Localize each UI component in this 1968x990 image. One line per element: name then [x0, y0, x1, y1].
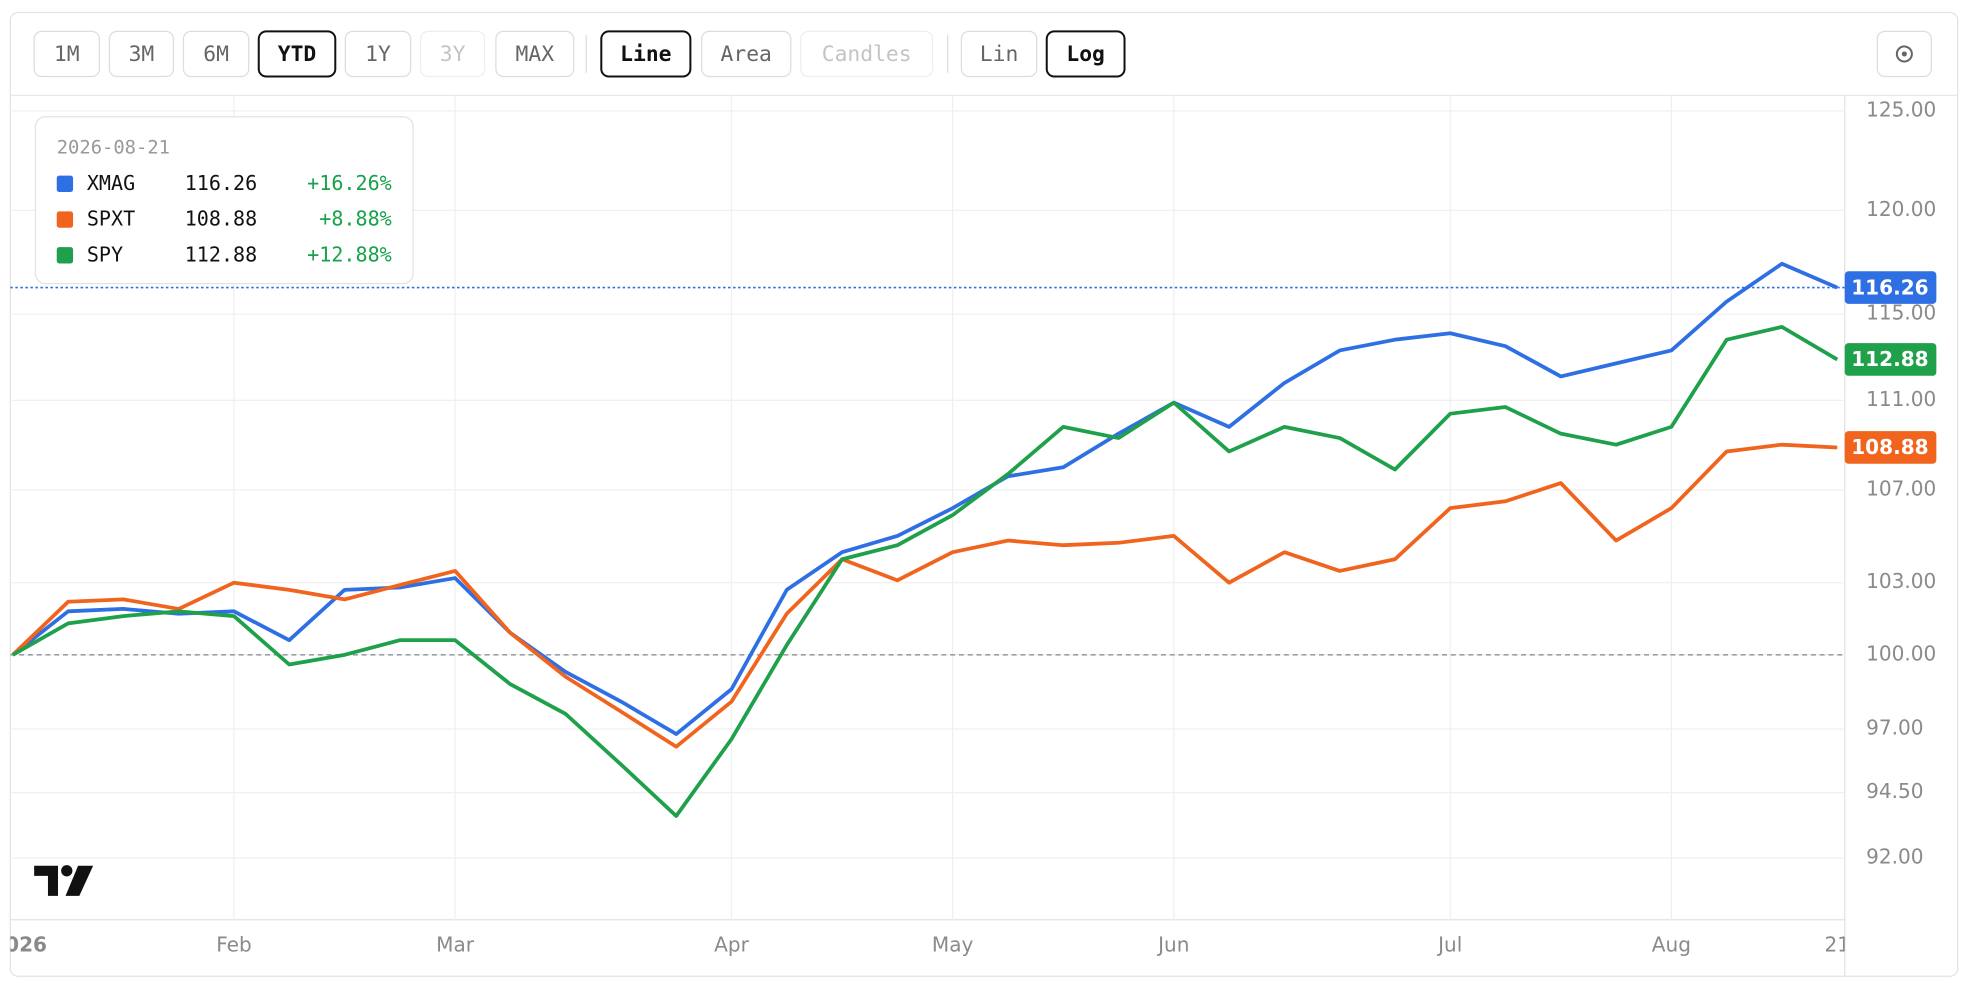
logo-part	[34, 865, 58, 896]
toolbar-button	[419, 30, 486, 78]
card	[9, 11, 1959, 977]
toolbar-button[interactable]	[108, 30, 175, 78]
toolbar-button[interactable]	[344, 30, 412, 78]
x-tick-label: Apr	[714, 933, 749, 957]
tooltip	[34, 116, 414, 285]
series-line	[11, 324, 1839, 818]
x-tick-label: May	[932, 933, 974, 957]
settings-icon-center	[1901, 51, 1907, 57]
tooltip-change: +8.88%	[319, 207, 391, 231]
price-tag-label: 108.88	[1851, 435, 1928, 459]
x-tick-label: Jun	[1156, 933, 1189, 957]
y-tick-label: 120.00	[1866, 197, 1936, 221]
tooltip-value: 112.88	[185, 242, 257, 266]
series-line	[11, 261, 1838, 736]
toolbar-button-label: 3Y	[440, 42, 466, 67]
legend-label: SPY	[87, 242, 123, 266]
tooltip-date: 2026-08-21	[57, 138, 170, 159]
toolbar-button[interactable]	[701, 30, 792, 78]
price-tag-label: 112.88	[1851, 347, 1928, 371]
tooltip-change: +16.26%	[307, 171, 392, 195]
y-tick-label: 97.00	[1866, 716, 1923, 740]
price-tag	[1844, 431, 1937, 464]
y-tick-label: 92.00	[1866, 845, 1923, 869]
legend-label: SPXT	[87, 207, 135, 231]
toolbar-button-label[interactable]: 1M	[54, 42, 80, 67]
toolbar-button-label[interactable]: 1Y	[365, 42, 391, 67]
toolbar-button-label[interactable]: Line	[620, 42, 671, 67]
toolbar-button[interactable]	[33, 30, 101, 78]
plot-area	[10, 95, 1845, 920]
toolbar-button[interactable]	[600, 30, 692, 78]
price-tag	[1844, 343, 1937, 376]
settings-button[interactable]	[1876, 30, 1932, 78]
x-tick-label: 21	[1824, 933, 1850, 957]
x-tick-label: 2026	[0, 933, 47, 957]
y-tick-label: 115.00	[1866, 301, 1936, 325]
x-tick-label: Aug	[1652, 933, 1691, 957]
y-tick-label: 94.50	[1866, 779, 1923, 803]
price-tag	[1844, 271, 1937, 304]
toolbar-button[interactable]	[182, 30, 250, 78]
series-line	[11, 442, 1838, 749]
x-tick-label: Jul	[1436, 933, 1462, 957]
tooltip-value: 116.26	[185, 171, 257, 195]
y-tick-label: 111.00	[1866, 387, 1936, 411]
toolbar-button-label: Candles	[822, 42, 912, 67]
legend-swatch	[56, 247, 74, 264]
x-tick-label: Mar	[436, 933, 475, 957]
tooltip-value: 108.88	[185, 207, 257, 231]
toolbar-button	[800, 30, 934, 78]
y-tick-label: 103.00	[1866, 569, 1936, 593]
toolbar-button-label[interactable]: 6M	[203, 42, 229, 67]
y-tick-label: 107.00	[1866, 476, 1936, 500]
toolbar-button-label[interactable]: Lin	[980, 42, 1019, 67]
toolbar-button-label[interactable]: Log	[1066, 42, 1105, 67]
toolbar-button[interactable]	[495, 30, 575, 78]
logo-part	[65, 865, 94, 896]
toolbar-button-label[interactable]: Area	[721, 42, 772, 67]
tooltip-change: +12.88%	[307, 242, 392, 266]
x-tick-label: Feb	[216, 933, 252, 957]
price-tag-label: 116.26	[1851, 275, 1928, 299]
overlay: 1M 3M 6M YTD 1Y 3Y MAX Line Area Candles Lin Log 92.…	[0, 30, 1937, 957]
toolbar-button-label[interactable]: MAX	[516, 42, 555, 67]
toolbar-button[interactable]	[960, 30, 1038, 78]
legend-label: XMAG	[87, 171, 135, 195]
toolbar-button[interactable]	[1045, 30, 1126, 78]
toolbar-button[interactable]	[257, 30, 337, 78]
y-tick-label: 100.00	[1866, 641, 1936, 665]
tradingview-logo	[34, 865, 94, 896]
logo-part	[61, 865, 73, 877]
toolbar-button-label[interactable]: YTD	[278, 42, 317, 67]
y-tick-label: 125.00	[1866, 97, 1936, 121]
toolbar-button-label[interactable]: 3M	[129, 42, 155, 67]
legend-swatch	[56, 211, 74, 228]
settings-icon	[1895, 45, 1913, 63]
legend-swatch	[56, 175, 74, 192]
